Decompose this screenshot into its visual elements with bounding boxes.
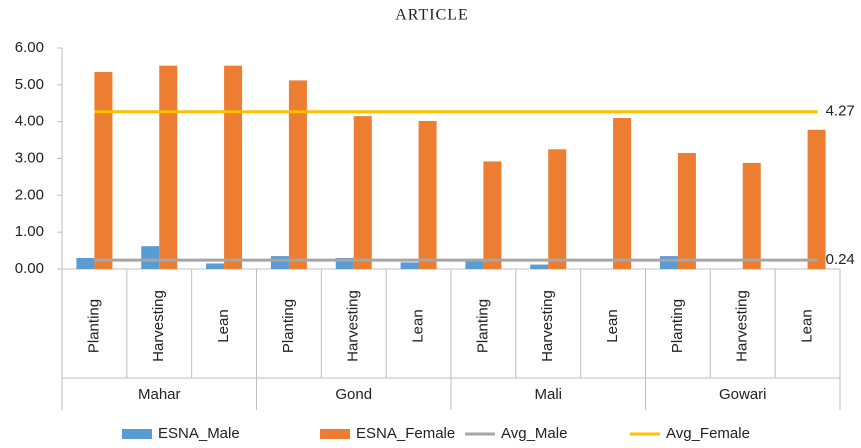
x-tick-label: Harvesting bbox=[734, 290, 751, 362]
legend-swatch bbox=[122, 429, 152, 439]
y-tick-label: 6.00 bbox=[15, 39, 44, 56]
y-tick-label: 2.00 bbox=[15, 186, 44, 203]
bar bbox=[94, 71, 113, 269]
bar bbox=[76, 257, 95, 269]
bar bbox=[530, 264, 549, 269]
bar bbox=[677, 152, 696, 269]
group-label: Mahar bbox=[138, 386, 181, 403]
bar bbox=[400, 262, 419, 269]
bar bbox=[159, 65, 178, 270]
y-tick-label: 1.00 bbox=[15, 223, 44, 240]
average-label: 0.24 bbox=[826, 251, 855, 268]
bar bbox=[742, 162, 761, 269]
y-tick-label: 5.00 bbox=[15, 76, 44, 93]
y-tick-label: 4.00 bbox=[15, 113, 44, 130]
x-tick-label: Lean bbox=[410, 309, 427, 342]
x-tick-label: Harvesting bbox=[539, 290, 556, 362]
x-tick-label: Lean bbox=[799, 309, 816, 342]
bar bbox=[206, 263, 225, 269]
bar bbox=[270, 256, 289, 269]
x-tick-label: Planting bbox=[669, 299, 686, 353]
y-tick-label: 0.00 bbox=[15, 260, 44, 277]
legend-label: Avg_Male bbox=[501, 425, 567, 442]
bar bbox=[418, 120, 437, 270]
bar bbox=[548, 149, 567, 269]
bar bbox=[613, 117, 632, 269]
x-tick-label: Lean bbox=[215, 309, 232, 342]
bar bbox=[807, 129, 826, 269]
group-label: Gowari bbox=[719, 386, 767, 403]
page-header: ARTICLE bbox=[395, 7, 469, 24]
group-label: Gond bbox=[335, 386, 372, 403]
bar bbox=[224, 65, 243, 270]
x-tick-label: Planting bbox=[474, 299, 491, 353]
bar bbox=[335, 257, 354, 269]
bar bbox=[483, 161, 502, 269]
x-tick-label: Planting bbox=[280, 299, 297, 353]
x-tick-label: Lean bbox=[604, 309, 621, 342]
y-tick-label: 3.00 bbox=[15, 149, 44, 166]
x-tick-label: Planting bbox=[85, 299, 102, 353]
bar bbox=[288, 80, 307, 269]
average-label: 4.27 bbox=[826, 103, 855, 120]
x-tick-label: Harvesting bbox=[345, 290, 362, 362]
legend-label: ESNA_Female bbox=[356, 425, 455, 442]
bar bbox=[465, 260, 484, 269]
bar bbox=[353, 116, 372, 270]
bar bbox=[141, 246, 160, 269]
x-tick-label: Harvesting bbox=[150, 290, 167, 362]
legend-swatch bbox=[320, 429, 350, 439]
bar bbox=[659, 256, 678, 269]
group-label: Mali bbox=[534, 386, 562, 403]
legend-label: ESNA_Male bbox=[158, 425, 240, 442]
legend-label: Avg_Female bbox=[666, 425, 750, 442]
